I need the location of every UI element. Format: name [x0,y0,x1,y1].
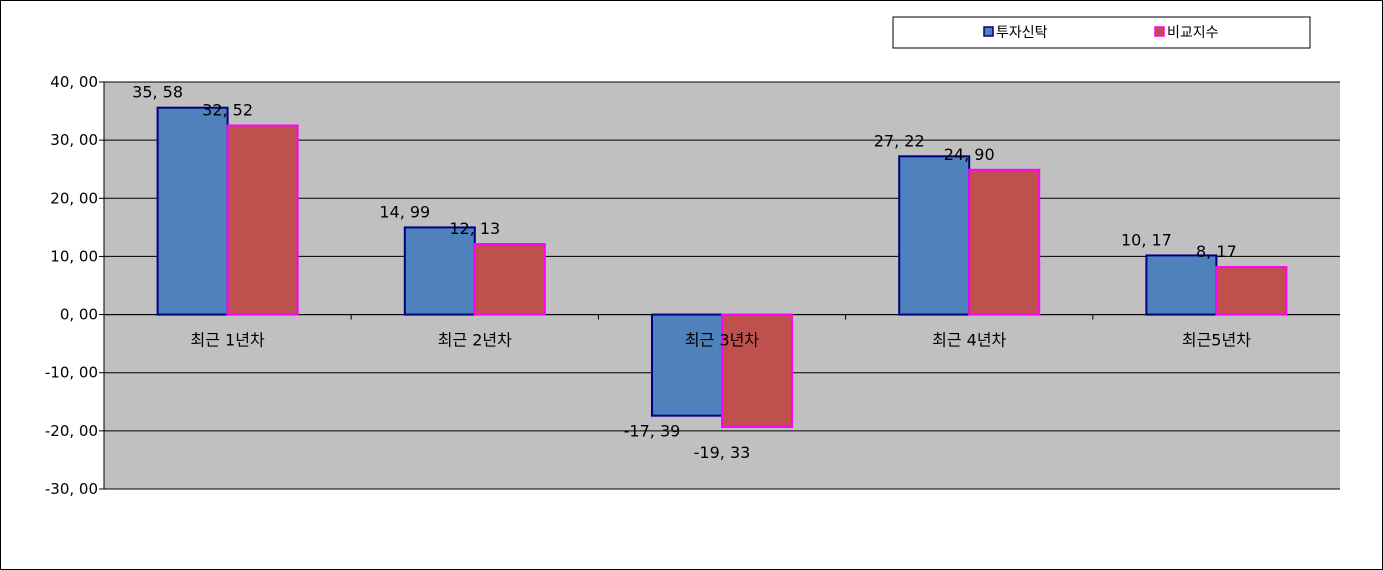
y-tick-label: 20, 00 [50,189,98,207]
y-tick-label: 30, 00 [50,131,98,149]
data-label: 35, 58 [132,83,183,102]
x-category-label: 최근5년차 [1182,331,1251,350]
y-tick-label: 10, 00 [50,247,98,265]
bar-fund [403,226,476,316]
legend-box [892,16,1311,49]
data-label: -19, 33 [694,443,751,462]
data-label: -17, 39 [624,422,681,441]
y-tick-label: -20, 00 [45,422,98,440]
y-tick-label: -10, 00 [45,364,98,382]
x-category-label: 최근 1년차 [191,331,265,350]
data-label: 8, 17 [1196,242,1237,261]
bar-benchmark [721,313,793,428]
bar-benchmark [226,124,299,316]
y-tick-label: 0, 00 [60,306,98,324]
data-label: 12, 13 [449,219,500,238]
bar-benchmark [473,243,546,316]
bar-benchmark [968,168,1041,316]
bar-fund [156,106,229,316]
x-category-label: 최근 3년차 [685,331,759,350]
bar-fund [651,313,723,417]
legend-swatch [983,26,994,37]
y-tick-label: 40, 00 [50,73,98,91]
x-category-label: 최근 4년차 [932,331,1006,350]
x-category-label: 최근 2년차 [438,331,512,350]
bar-fund [1145,254,1218,316]
data-label: 14, 99 [379,202,430,221]
legend-label: 투자신탁 [996,25,1048,41]
data-label: 24, 90 [944,145,995,164]
data-label: 27, 22 [874,131,925,150]
legend-label: 비교지수 [1167,25,1219,41]
data-label: 10, 17 [1121,230,1172,249]
bar-fund [898,155,971,316]
bar-benchmark [1215,266,1288,316]
y-tick-label: -30, 00 [45,480,98,498]
data-label: 32, 52 [202,100,253,119]
legend-swatch [1154,26,1165,37]
